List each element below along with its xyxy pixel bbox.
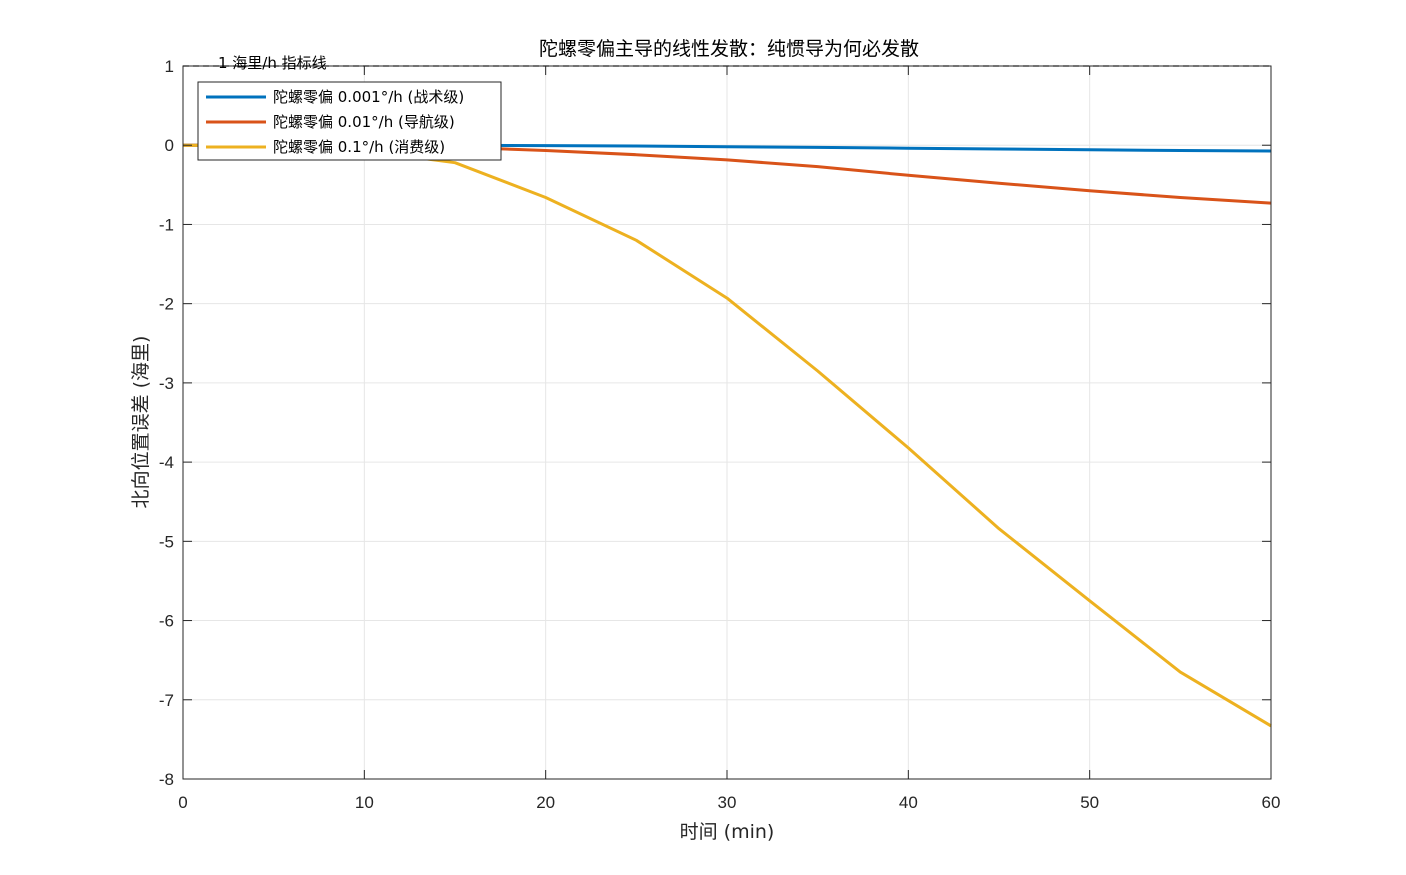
x-tick-label: 10 [355,793,374,812]
y-tick-label: 1 [165,57,174,76]
legend-entry-1: 陀螺零偏 0.01°/h (导航级) [273,113,455,131]
legend: 陀螺零偏 0.001°/h (战术级) 陀螺零偏 0.01°/h (导航级) 陀… [197,81,502,161]
reference-line-label: 1 海里/h 指标线 [218,54,327,72]
y-tick-label: -4 [159,453,174,472]
y-tick-label: 0 [165,136,174,155]
y-tick-label: -6 [159,612,174,631]
grid-lines [182,65,1272,780]
axis-ticks [182,65,1272,780]
x-tick-label: 60 [1262,793,1281,812]
x-tick-label: 50 [1080,793,1099,812]
x-tick-label: 20 [536,793,555,812]
x-axis-label: 时间 (min) [680,821,775,843]
y-tick-label: -5 [159,532,174,551]
y-tick-label: -1 [159,215,174,234]
x-tick-label: 0 [178,793,187,812]
y-axis-label: 北向位置误差 (海里) [130,336,152,509]
legend-entry-2: 陀螺零偏 0.1°/h (消费级) [273,138,445,156]
chart-title: 陀螺零偏主导的线性发散：纯惯导为何必发散 [539,38,919,60]
y-tick-label: -3 [159,374,174,393]
x-tick-label: 40 [899,793,918,812]
y-tick-label: -8 [159,770,174,789]
x-tick-label: 30 [718,793,737,812]
y-tick-label: -2 [159,295,174,314]
legend-entry-0: 陀螺零偏 0.001°/h (战术级) [273,88,464,106]
y-tick-label: -7 [159,691,174,710]
